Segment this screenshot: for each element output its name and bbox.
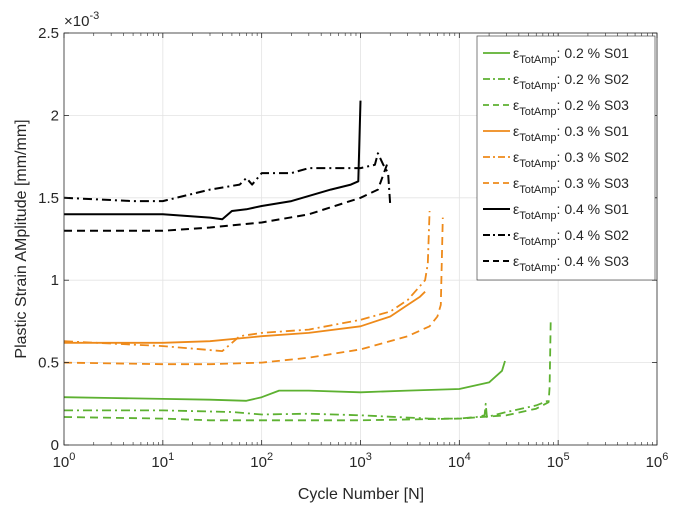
legend-label: εTotAmp: 0.4 % S02 [513,227,629,248]
x-tick-label: 105 [547,451,570,471]
y-tick-label: 1.5 [38,190,59,207]
x-tick-label: 101 [151,451,174,471]
y-axis-label: Plastic Strain AMplitude [mm/mm] [13,119,30,358]
series-line-3 [64,321,552,422]
series-line-5 [64,210,431,352]
series-line-7 [64,100,362,221]
legend-entry: εTotAmp: 0.3 % S01 [483,123,629,144]
legend-label: εTotAmp: 0.3 % S02 [513,149,629,170]
legend-label: εTotAmp: 0.2 % S02 [513,71,629,92]
x-tick-label: 104 [448,451,471,471]
legend-entry: εTotAmp: 0.2 % S03 [483,97,629,118]
series-line-6 [64,217,444,366]
y-tick-label: 2 [51,107,59,124]
y-tick-label: 0.5 [38,355,59,372]
legend-label: εTotAmp: 0.2 % S03 [513,97,629,118]
y-tick-label: 2.5 [38,25,59,42]
legend-label: εTotAmp: 0.3 % S01 [513,123,629,144]
legend-label: εTotAmp: 0.4 % S01 [513,201,629,222]
legend-entry: εTotAmp: 0.4 % S01 [483,201,629,222]
x-tick-label: 102 [250,451,273,471]
legend-entry: εTotAmp: 0.2 % S02 [483,71,629,92]
legend-label: εTotAmp: 0.4 % S03 [513,253,629,274]
axis-ticks: 100 101 102 103 104 105 106 0 0.5 1 1.5 2 2.5 [38,25,668,471]
x-tick-label: 106 [646,451,669,471]
legend-entry: εTotAmp: 0.3 % S02 [483,149,629,170]
series-line-2 [64,399,549,420]
legend-box [476,35,656,281]
series-line-4 [64,291,426,344]
series-line-1 [64,360,506,402]
legend-entry: εTotAmp: 0.2 % S01 [483,45,629,66]
legend: εTotAmp: 0.2 % S01 εTotAmp: 0.2 % S02 εTot… [476,35,656,281]
legend-entry: εTotAmp: 0.3 % S03 [483,175,629,196]
series-lines [64,100,552,422]
legend-entry: εTotAmp: 0.4 % S03 [483,253,629,274]
x-tick-label: 103 [349,451,372,471]
x-axis-label: Cycle Number [N] [298,486,424,503]
y-multiplier-label: ×10-3 [64,10,99,30]
legend-entry: εTotAmp: 0.4 % S02 [483,227,629,248]
x-tick-label: 100 [53,451,76,471]
y-tick-label: 0 [51,437,59,454]
legend-label: εTotAmp: 0.3 % S03 [513,175,629,196]
y-tick-label: 1 [51,272,59,289]
legend-label: εTotAmp: 0.2 % S01 [513,45,629,66]
